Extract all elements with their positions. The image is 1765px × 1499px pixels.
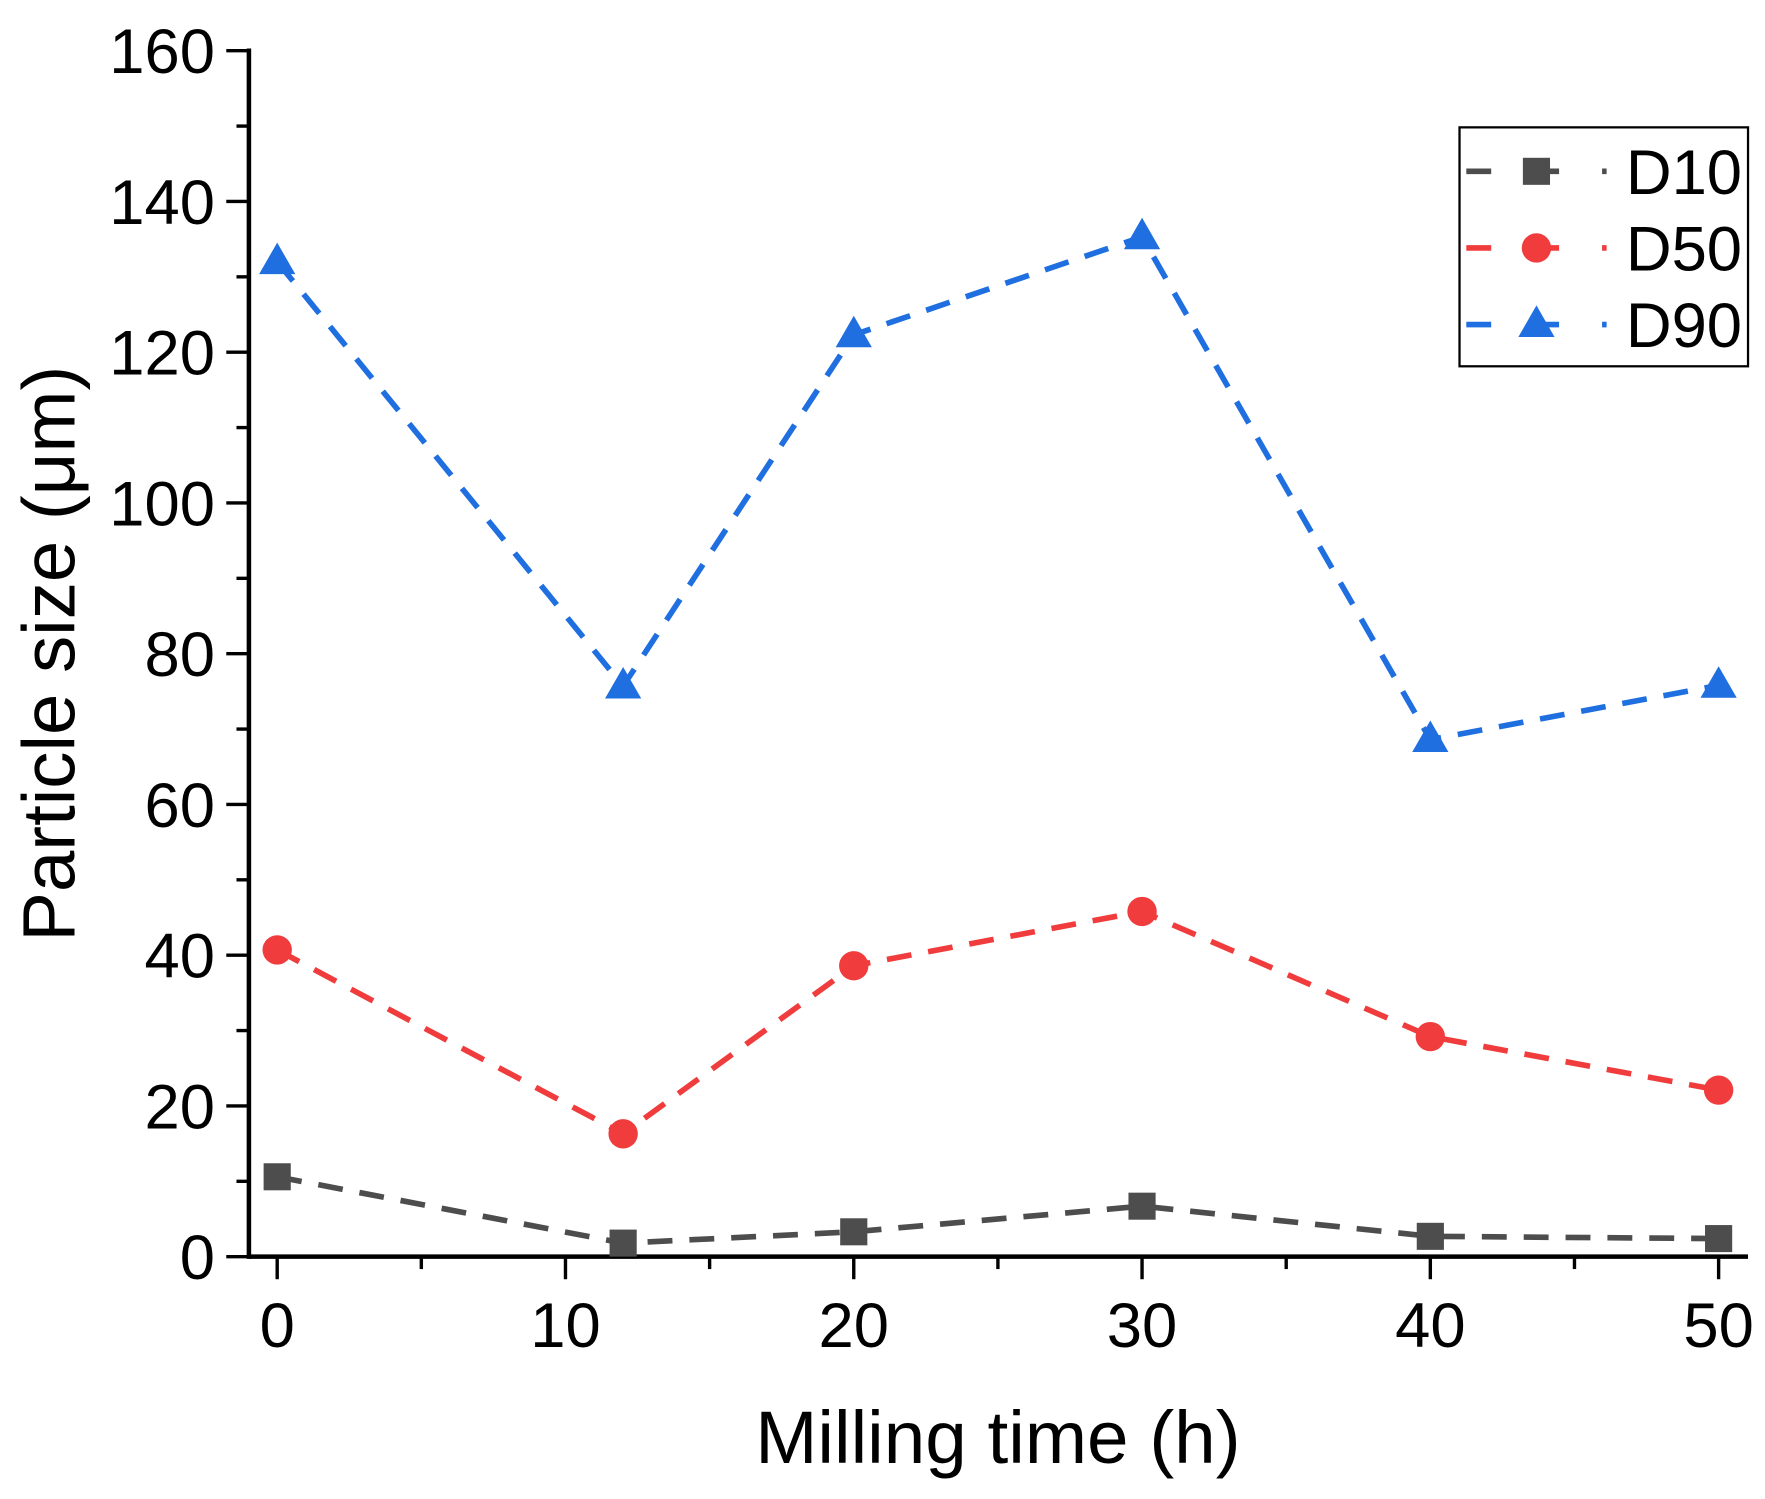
data-point <box>1700 666 1737 698</box>
data-point <box>609 1229 637 1257</box>
x-axis-label: Milling time (h) <box>755 1396 1240 1479</box>
series-d50 <box>262 896 1734 1149</box>
x-tick-label: 20 <box>819 1291 889 1361</box>
data-point <box>262 935 292 965</box>
data-point <box>259 242 296 275</box>
data-point <box>835 315 872 348</box>
legend-marker <box>1518 305 1555 337</box>
series-group <box>259 217 1737 1257</box>
x-tick-label: 50 <box>1683 1291 1753 1361</box>
y-tick-label: 140 <box>109 168 215 238</box>
legend-entry-d50: D50 <box>1466 215 1742 285</box>
data-point <box>608 1119 638 1149</box>
data-point <box>1128 1192 1156 1220</box>
x-tick-label: 10 <box>530 1291 600 1361</box>
data-point <box>840 1218 868 1246</box>
y-axis-label: Particle size (μm) <box>8 366 91 942</box>
axes: 0 20 40 60 80 100 120 140 160 0 10 20 30 40 50 <box>109 17 1754 1360</box>
series-d90 <box>259 217 1737 753</box>
data-point <box>605 666 642 699</box>
data-point <box>1416 1222 1444 1250</box>
series-line <box>275 908 1720 1138</box>
data-point <box>263 1163 291 1191</box>
legend-marker <box>1521 233 1552 263</box>
legend-entry-d10: D10 <box>1466 138 1742 208</box>
legend-entry-d90: D90 <box>1466 291 1742 361</box>
data-point <box>1703 1075 1734 1105</box>
x-tick-label: 40 <box>1395 1291 1465 1361</box>
series-d10 <box>263 1163 1733 1257</box>
y-tick-label: 100 <box>109 470 215 540</box>
data-point <box>1127 896 1157 927</box>
legend-label: D50 <box>1626 215 1742 285</box>
series-line <box>276 1174 1719 1246</box>
y-tick-label: 160 <box>109 17 215 87</box>
data-point <box>839 951 869 981</box>
x-tick-label: 30 <box>1107 1291 1177 1361</box>
y-tick-label: 120 <box>109 319 215 389</box>
data-point <box>1123 217 1161 250</box>
y-tick-label: 60 <box>145 771 215 841</box>
data-point <box>1412 720 1449 753</box>
y-tick-label: 0 <box>180 1223 215 1293</box>
y-tick-label: 20 <box>145 1073 215 1143</box>
data-point <box>1705 1225 1733 1253</box>
legend-label: D90 <box>1626 291 1742 361</box>
y-tick-label: 80 <box>145 620 215 690</box>
y-tick-label: 40 <box>145 922 215 992</box>
x-tick-label: 0 <box>260 1291 295 1361</box>
data-point <box>1415 1021 1446 1052</box>
legend-label: D10 <box>1626 138 1742 208</box>
legend-marker <box>1522 157 1551 185</box>
series-line <box>274 233 1720 743</box>
